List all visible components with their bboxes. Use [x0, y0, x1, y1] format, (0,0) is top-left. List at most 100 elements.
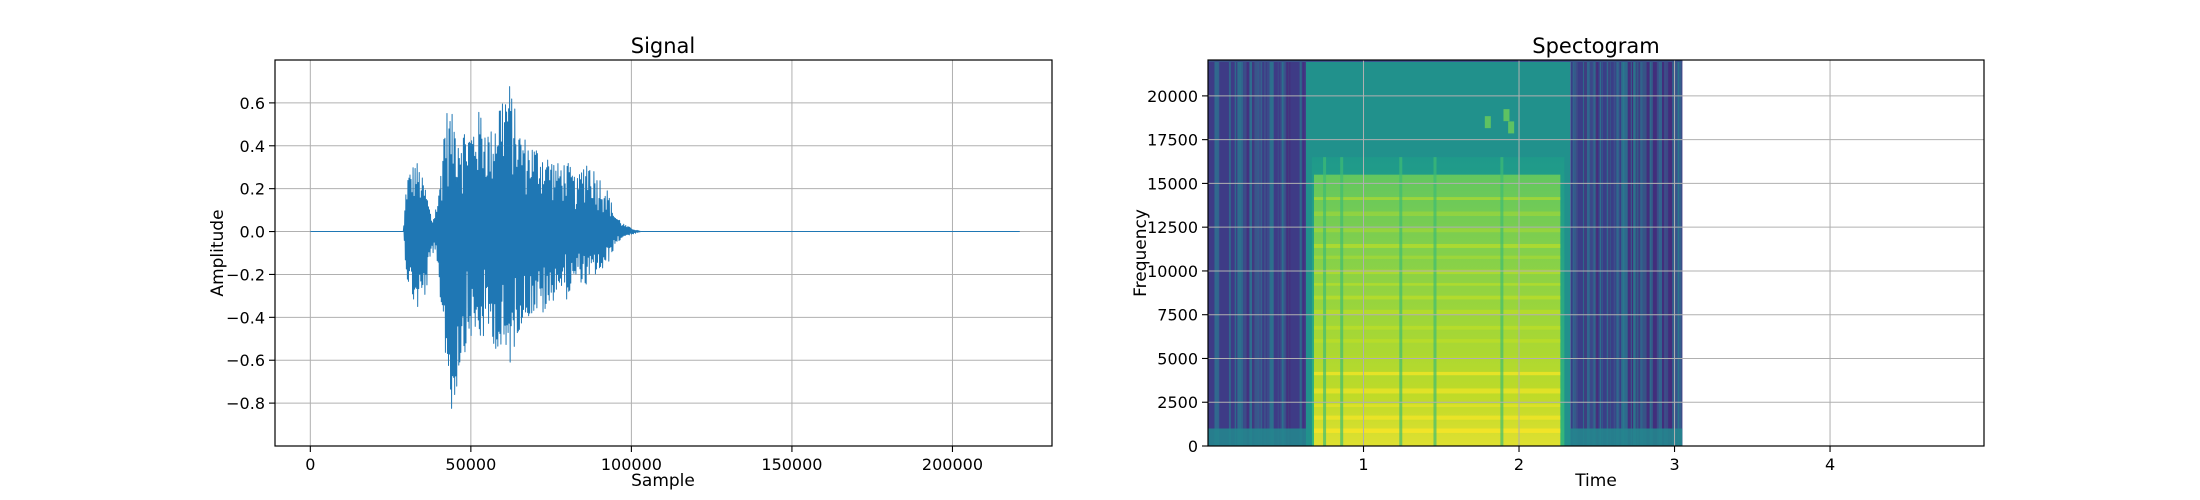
spectrogram-streak — [1280, 60, 1282, 446]
signal-y-tick-label: −0.8 — [226, 394, 265, 413]
spectrogram-image — [1208, 60, 1683, 446]
spectrogram-panel: 1 2 3 4 0 2500 5000 7500 10000 12500 15000 17500 20… — [1131, 34, 1985, 491]
spectrogram-streak — [1673, 60, 1678, 446]
spectrogram-streak — [1633, 60, 1636, 446]
signal-x-tick-label: 200000 — [922, 455, 983, 474]
spectrogram-streak — [1593, 60, 1596, 446]
signal-x-tick-label: 0 — [305, 455, 315, 474]
signal-y-tick-label: −0.2 — [226, 265, 265, 284]
spectrogram-streak — [1649, 60, 1652, 446]
signal-y-tick-label: −0.4 — [226, 308, 265, 327]
spectrogram-streak — [1286, 60, 1291, 446]
signal-y-tick-label: 0.4 — [240, 137, 265, 156]
spectrogram-y-tick-label: 20000 — [1147, 87, 1198, 106]
spectrogram-harmonic — [1313, 255, 1561, 259]
spectrogram-harmonic — [1313, 197, 1561, 201]
spectrogram-x-tick-label: 3 — [1669, 455, 1679, 474]
spectrogram-streak — [1263, 60, 1266, 446]
spectrogram-streak — [1599, 60, 1602, 446]
spectrogram-streak — [1237, 60, 1242, 446]
spectrogram-gap — [1500, 157, 1504, 446]
spectrogram-streak — [1249, 60, 1253, 446]
spectrogram-streak — [1258, 60, 1262, 446]
spectrogram-streak — [1595, 60, 1599, 446]
spectrogram-gap — [1399, 157, 1403, 446]
spectrogram-harmonic — [1313, 339, 1561, 343]
spectrogram-streak — [1270, 60, 1274, 446]
spectrogram-streak — [1243, 60, 1247, 446]
signal-x-tick-label: 100000 — [601, 455, 662, 474]
spectrogram-streak — [1246, 60, 1249, 446]
spectrogram-streak — [1590, 60, 1594, 446]
spectrogram-harmonic — [1313, 243, 1561, 248]
spectrogram-streak — [1260, 60, 1263, 446]
signal-x-axis-label: Sample — [631, 471, 695, 491]
spectrogram-streak — [1678, 60, 1682, 446]
spectrogram-harmonic — [1313, 371, 1561, 376]
spectrogram-harmonic — [1313, 283, 1561, 286]
spectrogram-streak — [1640, 60, 1643, 446]
spectrogram-streak — [1217, 60, 1220, 446]
signal-title: Signal — [631, 34, 696, 58]
spectrogram-gap — [1433, 157, 1437, 446]
spectrogram-streak — [1642, 60, 1647, 446]
spectrogram-y-tick-label: 17500 — [1147, 131, 1198, 150]
spectrogram-axes-frame — [1207, 59, 1985, 447]
signal-axes-frame — [274, 59, 1053, 447]
spectrogram-streak — [1255, 60, 1258, 446]
spectrogram-blob — [1503, 109, 1510, 122]
spectrogram-streak — [1624, 60, 1628, 446]
spectrogram-streak — [1277, 60, 1279, 446]
spectrogram-title: Spectogram — [1532, 34, 1660, 58]
spectrogram-blob — [1484, 116, 1491, 129]
spectrogram-streak — [1283, 60, 1286, 446]
spectrogram-streak — [1664, 60, 1669, 446]
spectrogram-x-tick-label: 1 — [1358, 455, 1368, 474]
signal-x-ticks: 0 50000 100000 150000 200000 — [305, 446, 983, 474]
signal-panel: 0 50000 100000 150000 200000 −0.8−0.6−0.4−0.… — [208, 34, 1053, 491]
spectrogram-streak — [1601, 60, 1603, 446]
spectrogram-gap — [1323, 157, 1327, 446]
spectrogram-x-tick-label: 2 — [1514, 455, 1524, 474]
spectrogram-harmonic — [1313, 309, 1561, 315]
spectrogram-streak — [1656, 60, 1661, 446]
spectrogram-streak — [1576, 60, 1579, 446]
spectrogram-y-tick-label: 15000 — [1147, 174, 1198, 193]
spectrogram-y-tick-label: 12500 — [1147, 218, 1198, 237]
signal-plot-area — [275, 60, 1052, 446]
spectrogram-harmonic — [1313, 428, 1561, 433]
spectrogram-streak — [1299, 60, 1302, 446]
spectrogram-streak — [1608, 60, 1610, 446]
signal-y-tick-label: 0.6 — [240, 94, 265, 113]
spectrogram-streak — [1658, 60, 1662, 446]
signal-y-tick-label: 0.2 — [240, 180, 265, 199]
spectrogram-top-edge — [1208, 60, 1683, 62]
spectrogram-blob — [1508, 121, 1515, 134]
spectrogram-streak — [1228, 60, 1231, 446]
spectrogram-y-ticks: 0 2500 5000 7500 10000 12500 15000 17500 20000 — [1147, 87, 1208, 456]
spectrogram-streak — [1639, 60, 1641, 446]
spectrogram-streak — [1282, 60, 1284, 446]
spectrogram-x-tick-label: 4 — [1825, 455, 1835, 474]
signal-x-tick-label: 150000 — [761, 455, 822, 474]
spectrogram-streak — [1613, 60, 1616, 446]
spectrogram-harmonic — [1313, 269, 1561, 275]
spectrogram-streak — [1252, 60, 1255, 446]
signal-y-axis-label: Amplitude — [208, 209, 228, 296]
spectrogram-streak — [1585, 60, 1590, 446]
spectrogram-harmonic — [1313, 295, 1561, 300]
spectrogram-x-axis-label: Time — [1574, 471, 1617, 491]
spectrogram-y-tick-label: 5000 — [1157, 349, 1198, 368]
spectrogram-harmonic — [1313, 415, 1561, 420]
spectrogram-streak — [1266, 60, 1270, 446]
spectrogram-harmonic — [1313, 228, 1561, 233]
spectrogram-streak — [1302, 60, 1305, 446]
spectrogram-harmonic — [1313, 325, 1561, 330]
spectrogram-harmonic — [1313, 388, 1561, 394]
spectrogram-harmonic — [1313, 211, 1561, 216]
signal-y-ticks: −0.8 −0.6 −0.4 −0.2 0.0 0.2 0.4 0.6 — [226, 94, 275, 413]
spectrogram-streak — [1616, 60, 1618, 446]
spectrogram-y-tick-label: 7500 — [1157, 306, 1198, 325]
spectrogram-streak — [1234, 60, 1237, 446]
